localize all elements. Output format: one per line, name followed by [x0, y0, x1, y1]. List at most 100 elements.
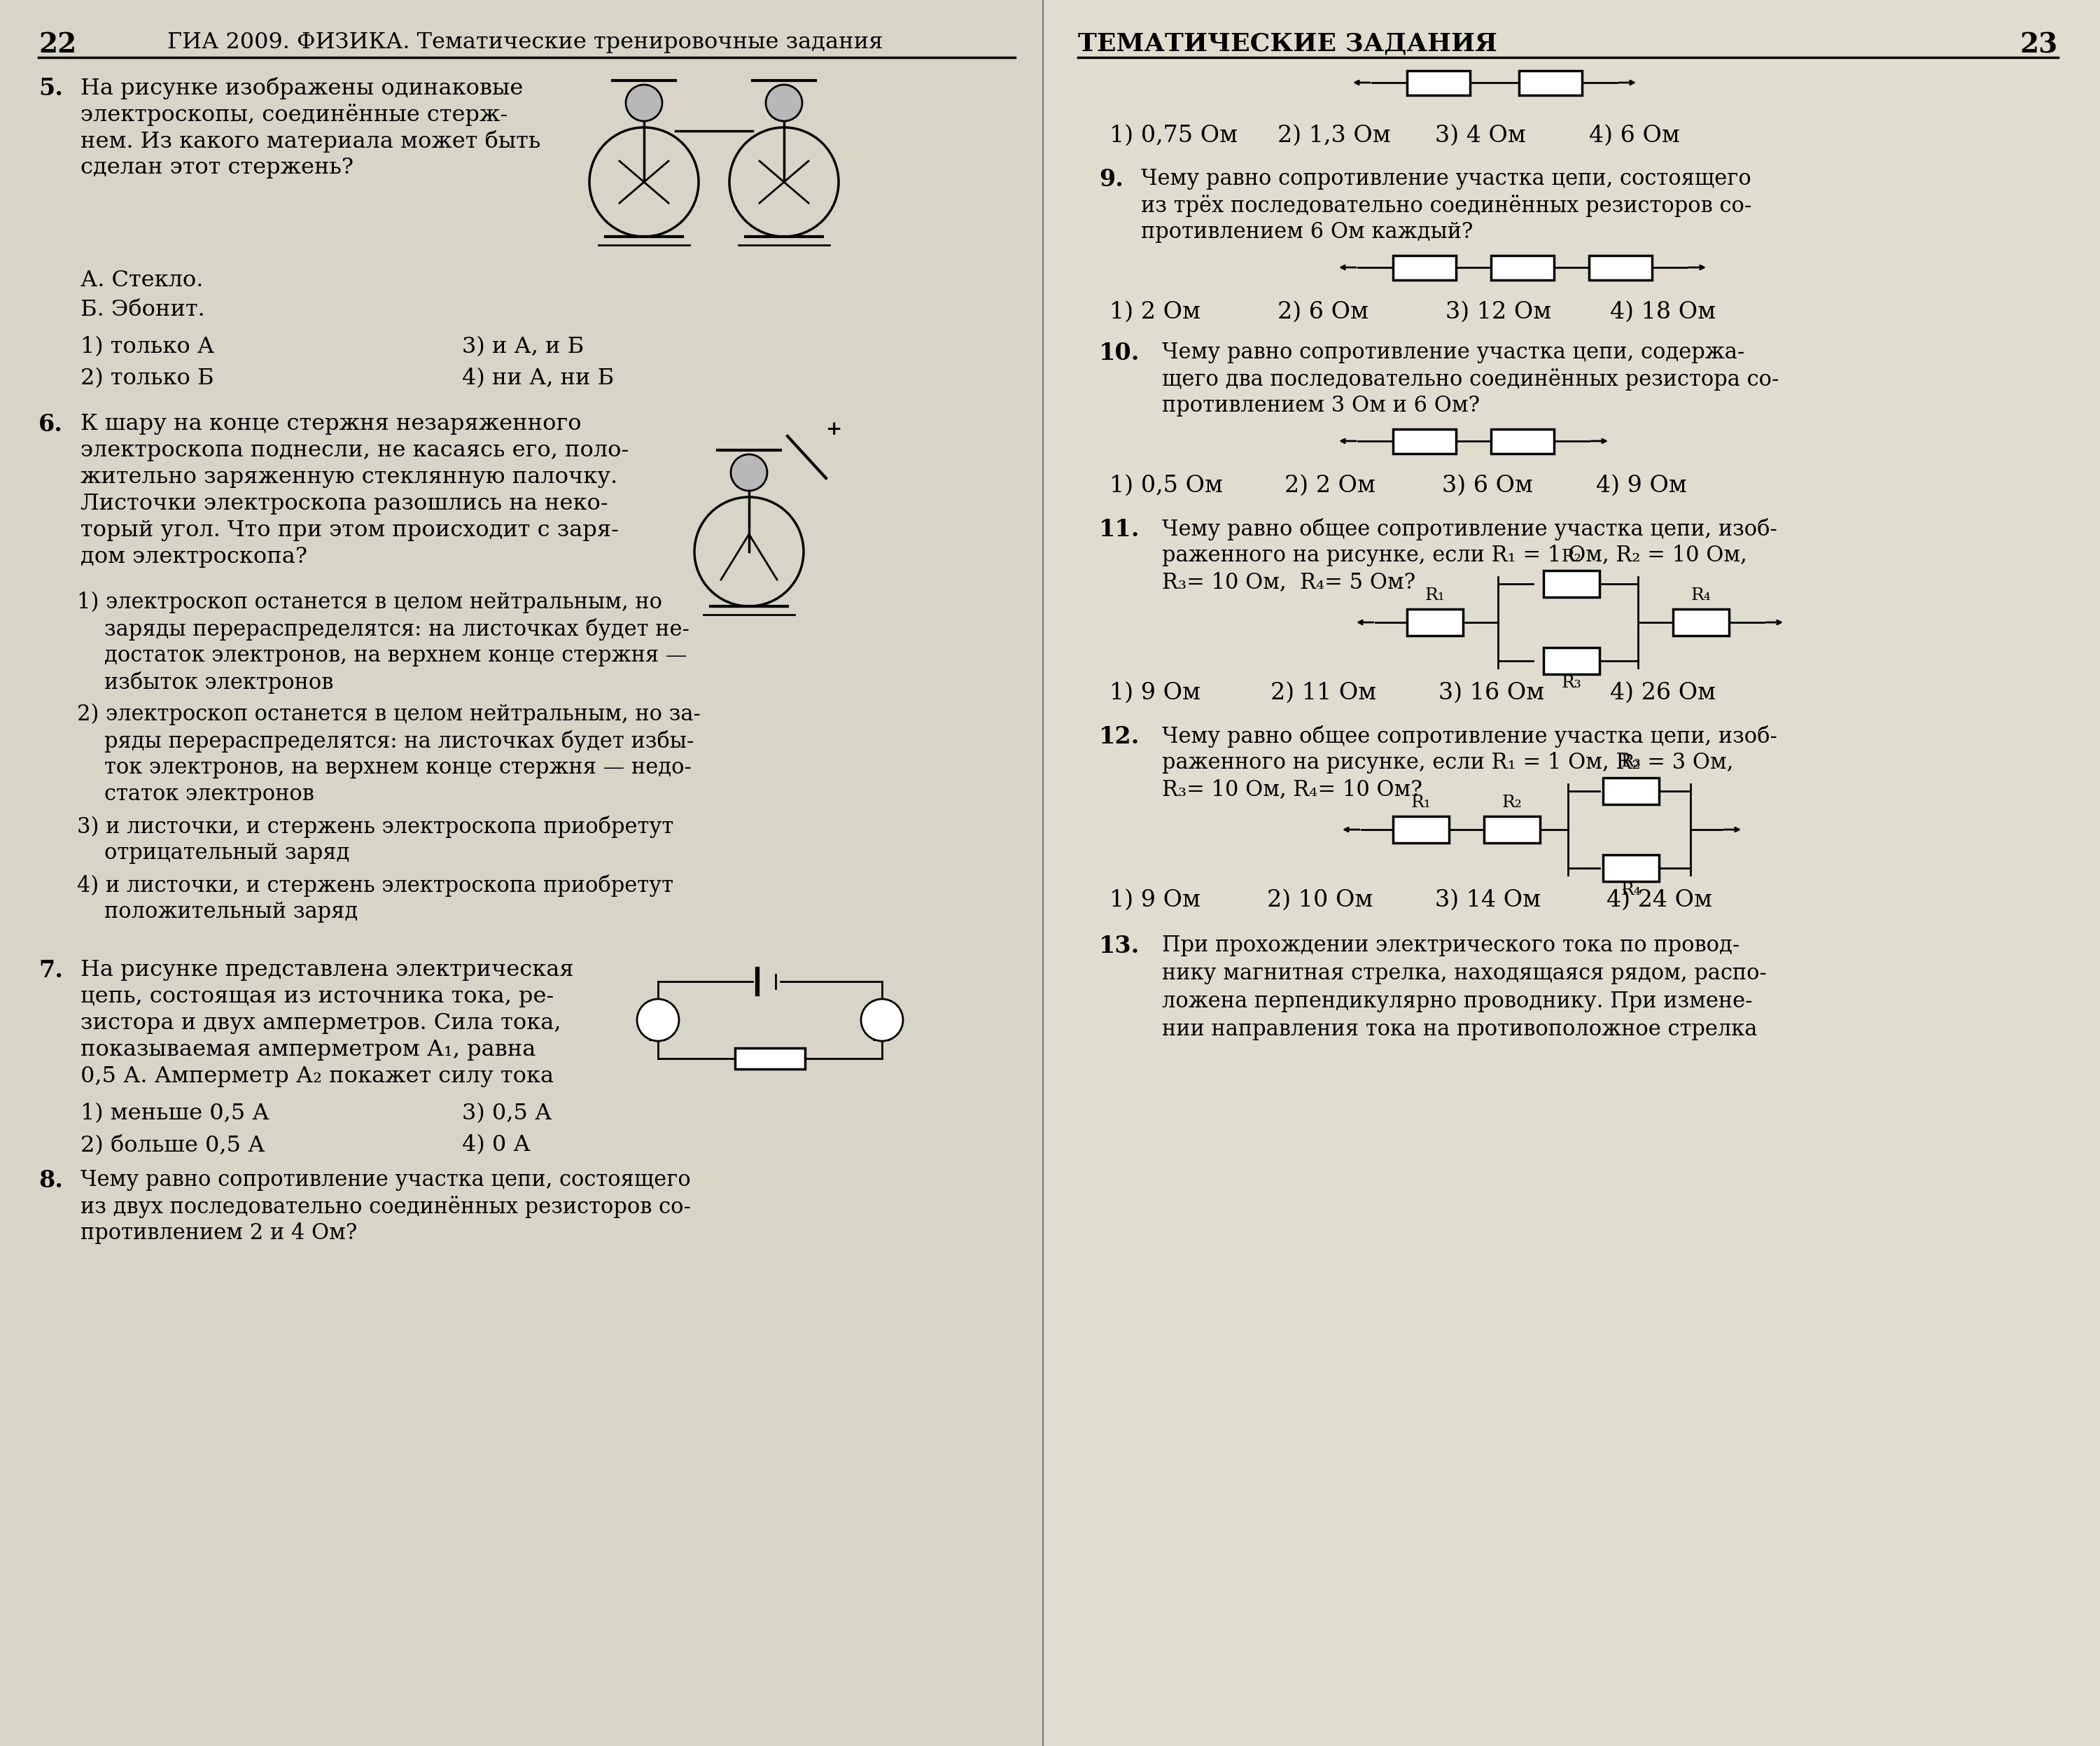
Bar: [0, 0, 1044, 1746]
Text: противлением 6 Ом каждый?: противлением 6 Ом каждый?: [1140, 222, 1472, 243]
Text: противлением 2 и 4 Ом?: противлением 2 и 4 Ом?: [80, 1222, 357, 1245]
Text: 1) 0,5 Ом: 1) 0,5 Ом: [1109, 475, 1222, 498]
Text: из двух последовательно соединённых резисторов со-: из двух последовательно соединённых рези…: [80, 1196, 691, 1219]
Text: Листочки электроскопа разошлись на неко-: Листочки электроскопа разошлись на неко-: [80, 492, 609, 515]
Text: 1) 2 Ом: 1) 2 Ом: [1109, 300, 1201, 323]
Bar: [1491, 430, 1554, 454]
Text: К шару на конце стержня незаряженного: К шару на конце стержня незаряженного: [80, 414, 582, 435]
Text: 1) 9 Ом: 1) 9 Ом: [1109, 889, 1201, 911]
Text: А₂: А₂: [872, 1028, 892, 1044]
Bar: [1544, 571, 1600, 597]
Circle shape: [636, 999, 678, 1041]
Bar: [1392, 817, 1449, 843]
Text: ток электронов, на верхнем конце стержня — недо-: ток электронов, на верхнем конце стержня…: [78, 756, 691, 779]
Text: На рисунке изображены одинаковые: На рисунке изображены одинаковые: [80, 77, 523, 100]
Bar: [1044, 0, 2100, 1746]
Text: 2) 11 Ом: 2) 11 Ом: [1270, 683, 1376, 704]
Text: 12.: 12.: [1098, 725, 1140, 749]
Text: R₁: R₁: [1411, 794, 1430, 810]
Text: R₂: R₂: [1562, 548, 1581, 566]
Text: Чему равно общее сопротивление участка цепи, изоб-: Чему равно общее сопротивление участка ц…: [1161, 725, 1777, 747]
Text: показываемая амперметром А₁, равна: показываемая амперметром А₁, равна: [80, 1039, 536, 1060]
Text: 4) 9 Ом: 4) 9 Ом: [1596, 475, 1686, 498]
Text: R₄: R₄: [1690, 587, 1711, 604]
Text: 22: 22: [38, 31, 76, 58]
Bar: [1544, 648, 1600, 674]
Text: 4) 24 Ом: 4) 24 Ом: [1606, 889, 1712, 911]
Text: сделан этот стержень?: сделан этот стержень?: [80, 157, 353, 178]
Text: электроскопа поднесли, не касаясь его, поло-: электроскопа поднесли, не касаясь его, п…: [80, 440, 628, 461]
Bar: [735, 1048, 804, 1069]
Bar: [1485, 817, 1539, 843]
Bar: [1674, 609, 1728, 636]
Text: 4) 6 Ом: 4) 6 Ом: [1590, 124, 1680, 147]
Text: ГИА 2009. ФИЗИКА. Тематические тренировочные задания: ГИА 2009. ФИЗИКА. Тематические тренирово…: [168, 31, 882, 52]
Text: R₃= 10 Ом,  R₄= 5 Ом?: R₃= 10 Ом, R₄= 5 Ом?: [1161, 571, 1415, 594]
Text: 3) 16 Ом: 3) 16 Ом: [1438, 683, 1544, 704]
Text: R₃: R₃: [1621, 754, 1640, 770]
Text: ряды перераспределятся: на листочках будет избы-: ряды перераспределятся: на листочках буд…: [78, 730, 693, 753]
Text: достаток электронов, на верхнем конце стержня —: достаток электронов, на верхнем конце ст…: [78, 644, 687, 667]
Text: цепь, состоящая из источника тока, ре-: цепь, состоящая из источника тока, ре-: [80, 986, 554, 1007]
Text: 3) и А, и Б: 3) и А, и Б: [462, 335, 584, 358]
Text: 23: 23: [2020, 31, 2058, 58]
Text: +: +: [825, 421, 842, 438]
Text: из трёх последовательно соединённых резисторов со-: из трёх последовательно соединённых рези…: [1140, 194, 1751, 217]
Text: 2) 6 Ом: 2) 6 Ом: [1277, 300, 1369, 323]
Circle shape: [766, 86, 802, 120]
Text: раженного на рисунке, если R₁ = 1 Ом, R₂ = 3 Ом,: раженного на рисунке, если R₁ = 1 Ом, R₂…: [1161, 753, 1732, 773]
Bar: [1407, 609, 1464, 636]
Text: 2) 10 Ом: 2) 10 Ом: [1266, 889, 1373, 911]
Text: 2) 2 Ом: 2) 2 Ом: [1285, 475, 1376, 498]
Text: 2) больше 0,5 А: 2) больше 0,5 А: [80, 1135, 265, 1156]
Text: 3) и листочки, и стержень электроскопа приобретут: 3) и листочки, и стержень электроскопа п…: [78, 815, 674, 838]
Text: 1) только А: 1) только А: [80, 335, 214, 358]
Bar: [1392, 255, 1455, 279]
Text: противлением 3 Ом и 6 Ом?: противлением 3 Ом и 6 Ом?: [1161, 395, 1480, 417]
Text: 5.: 5.: [38, 77, 63, 100]
Text: R₄: R₄: [1621, 882, 1640, 897]
Text: На рисунке представлена электрическая: На рисунке представлена электрическая: [80, 959, 573, 981]
Text: R₃= 10 Ом, R₄= 10 Ом?: R₃= 10 Ом, R₄= 10 Ом?: [1161, 779, 1422, 800]
Bar: [1392, 430, 1455, 454]
Text: 1) 0,75 Ом: 1) 0,75 Ом: [1109, 124, 1237, 147]
Text: электроскопы, соединённые стерж-: электроскопы, соединённые стерж-: [80, 103, 508, 126]
Text: дом электроскопа?: дом электроскопа?: [80, 546, 307, 567]
Bar: [1602, 856, 1659, 882]
Circle shape: [731, 454, 766, 491]
Text: 2) электроскоп останется в целом нейтральным, но за-: 2) электроскоп останется в целом нейтрал…: [78, 704, 701, 725]
Text: 3) 6 Ом: 3) 6 Ом: [1443, 475, 1533, 498]
Text: жительно заряженную стеклянную палочку.: жительно заряженную стеклянную палочку.: [80, 466, 617, 487]
Circle shape: [626, 86, 662, 120]
Text: 4) 18 Ом: 4) 18 Ом: [1611, 300, 1716, 323]
Bar: [1602, 777, 1659, 805]
Text: 6.: 6.: [38, 414, 63, 436]
Text: Чему равно сопротивление участка цепи, содержа-: Чему равно сопротивление участка цепи, с…: [1161, 342, 1745, 363]
Text: 4) 26 Ом: 4) 26 Ом: [1611, 683, 1716, 704]
Text: 1) 9 Ом: 1) 9 Ом: [1109, 683, 1201, 704]
Text: При прохождении электрического тока по провод-: При прохождении электрического тока по п…: [1161, 934, 1739, 957]
Text: Чему равно общее сопротивление участка цепи, изоб-: Чему равно общее сопротивление участка ц…: [1161, 519, 1777, 541]
Text: Б. Эбонит.: Б. Эбонит.: [80, 299, 206, 321]
Text: 13.: 13.: [1098, 934, 1140, 959]
Text: 3) 14 Ом: 3) 14 Ом: [1434, 889, 1541, 911]
Text: ложена перпендикулярно проводнику. При измене-: ложена перпендикулярно проводнику. При и…: [1161, 990, 1751, 1013]
Text: 8.: 8.: [38, 1170, 63, 1193]
Text: 4) 0 А: 4) 0 А: [462, 1135, 531, 1156]
Text: 7.: 7.: [38, 959, 63, 983]
Text: раженного на рисунке, если R₁ = 1 Ом, R₂ = 10 Ом,: раженного на рисунке, если R₁ = 1 Ом, R₂…: [1161, 545, 1747, 566]
Text: R₃: R₃: [1562, 676, 1581, 691]
Text: отрицательный заряд: отрицательный заряд: [78, 842, 349, 864]
Text: Чему равно сопротивление участка цепи, состоящего: Чему равно сопротивление участка цепи, с…: [80, 1170, 691, 1191]
Circle shape: [861, 999, 903, 1041]
Text: щего два последовательно соединённых резистора со-: щего два последовательно соединённых рез…: [1161, 368, 1779, 391]
Bar: [1407, 70, 1470, 94]
Text: 11.: 11.: [1098, 519, 1140, 541]
Bar: [1590, 255, 1653, 279]
Text: 0,5 А. Амперметр А₂ покажет силу тока: 0,5 А. Амперметр А₂ покажет силу тока: [80, 1065, 554, 1088]
Text: 4) ни А, ни Б: 4) ни А, ни Б: [462, 368, 613, 389]
Text: торый угол. Что при этом происходит с заря-: торый угол. Что при этом происходит с за…: [80, 520, 620, 541]
Text: 1) меньше 0,5 А: 1) меньше 0,5 А: [80, 1103, 269, 1124]
Text: R₁: R₁: [1426, 587, 1445, 604]
Text: 2) только Б: 2) только Б: [80, 368, 214, 389]
